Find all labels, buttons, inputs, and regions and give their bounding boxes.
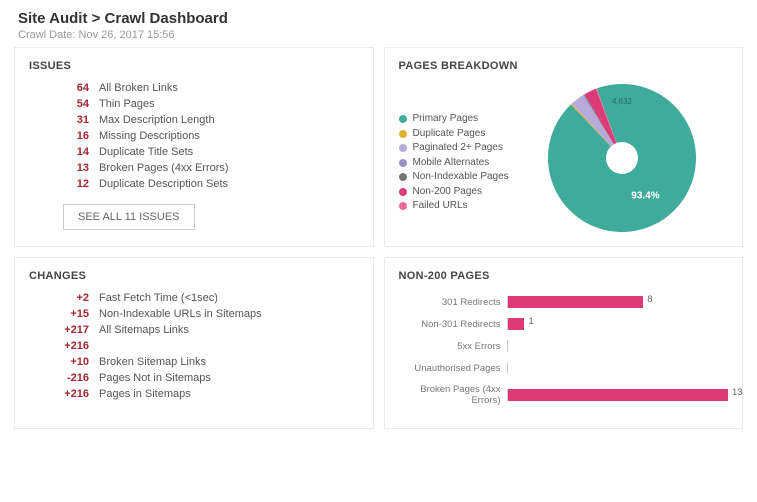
change-row[interactable]: +10 Broken Sitemap Links — [53, 356, 359, 368]
change-row[interactable]: +216 Pages in Sitemaps — [53, 388, 359, 400]
legend-swatch — [399, 188, 407, 196]
bar-row: Broken Pages (4xx Errors)13 — [399, 384, 729, 406]
issue-label: All Broken Links — [99, 82, 178, 94]
issue-row[interactable]: 14 Duplicate Title Sets — [63, 146, 359, 158]
change-label: Fast Fetch Time (<1sec) — [99, 292, 218, 304]
bar-row: Non-301 Redirects1 — [399, 318, 729, 330]
issue-label: Broken Pages (4xx Errors) — [99, 162, 229, 174]
bar-track: 1 — [507, 318, 729, 330]
non200-panel: NON-200 PAGES 301 Redirects8Non-301 Redi… — [384, 257, 744, 429]
legend-label: Duplicate Pages — [413, 127, 486, 142]
legend-label: Mobile Alternates — [413, 156, 490, 171]
issue-count: 54 — [63, 98, 89, 110]
bar-label: 301 Redirects — [399, 297, 507, 308]
donut-top-label: 4,632 — [612, 97, 633, 106]
issue-label: Thin Pages — [99, 98, 155, 110]
issue-count: 12 — [63, 178, 89, 190]
change-delta: +216 — [53, 388, 89, 400]
bar-fill[interactable]: 8 — [508, 296, 644, 308]
issue-count: 13 — [63, 162, 89, 174]
change-delta: +10 — [53, 356, 89, 368]
issue-count: 14 — [63, 146, 89, 158]
issue-count: 64 — [63, 82, 89, 94]
legend-label: Failed URLs — [413, 199, 468, 214]
bar-value: 1 — [528, 316, 533, 327]
issue-row[interactable]: 64 All Broken Links — [63, 82, 359, 94]
change-delta: +217 — [53, 324, 89, 336]
legend-swatch — [399, 144, 407, 152]
change-label: Broken Sitemap Links — [99, 356, 206, 368]
issue-count: 16 — [63, 130, 89, 142]
change-label: Non-Indexable URLs in Sitemaps — [99, 308, 262, 320]
issue-row[interactable]: 12 Duplicate Description Sets — [63, 178, 359, 190]
issue-row[interactable]: 54 Thin Pages — [63, 98, 359, 110]
donut-hole — [606, 142, 638, 174]
legend-swatch — [399, 130, 407, 138]
bar-fill[interactable]: 13 — [508, 389, 729, 401]
issue-row[interactable]: 31 Max Description Length — [63, 114, 359, 126]
bar-label: Unauthorised Pages — [399, 363, 507, 374]
legend-swatch — [399, 159, 407, 167]
issue-label: Duplicate Description Sets — [99, 178, 228, 190]
issue-label: Max Description Length — [99, 114, 215, 126]
donut-slice-pct: 93.4% — [632, 190, 660, 201]
panel-title: PAGES BREAKDOWN — [399, 60, 729, 72]
bar-value: 8 — [647, 294, 652, 305]
legend-swatch — [399, 202, 407, 210]
panel-title: CHANGES — [29, 270, 359, 282]
bar-row: 5xx Errors — [399, 340, 729, 352]
change-row[interactable]: +15 Non-Indexable URLs in Sitemaps — [53, 308, 359, 320]
legend-label: Primary Pages — [413, 112, 479, 127]
legend-item: Mobile Alternates — [399, 156, 509, 171]
issue-label: Missing Descriptions — [99, 130, 200, 142]
change-row[interactable]: +2 Fast Fetch Time (<1sec) — [53, 292, 359, 304]
change-delta: +2 — [53, 292, 89, 304]
bar-track — [507, 340, 729, 352]
changes-panel: CHANGES +2 Fast Fetch Time (<1sec) +15 Non-… — [14, 257, 374, 429]
legend-label: Paginated 2+ Pages — [413, 141, 503, 156]
issue-count: 31 — [63, 114, 89, 126]
change-delta: +15 — [53, 308, 89, 320]
legend-swatch — [399, 173, 407, 181]
change-delta: -216 — [53, 372, 89, 384]
change-label: Pages Not in Sitemaps — [99, 372, 211, 384]
change-row[interactable]: +217 All Sitemaps Links — [53, 324, 359, 336]
bar-label: 5xx Errors — [399, 341, 507, 352]
change-row[interactable]: -216 Pages Not in Sitemaps — [53, 372, 359, 384]
bar-row: Unauthorised Pages — [399, 362, 729, 374]
change-label: All Sitemaps Links — [99, 324, 189, 336]
legend-item: Duplicate Pages — [399, 127, 509, 142]
bar-track — [507, 362, 729, 374]
legend-item: Failed URLs — [399, 199, 509, 214]
bar-row: 301 Redirects8 — [399, 296, 729, 308]
bar-value: 13 — [732, 387, 743, 398]
change-delta: +216 — [53, 340, 89, 352]
issue-row[interactable]: 16 Missing Descriptions — [63, 130, 359, 142]
change-label: Pages in Sitemaps — [99, 388, 191, 400]
breadcrumb: Site Audit > Crawl Dashboard — [18, 10, 739, 27]
pages-donut-chart: 93.4% 4,632 — [546, 82, 698, 234]
bar-label: Non-301 Redirects — [399, 319, 507, 330]
panel-title: ISSUES — [29, 60, 359, 72]
bar-track: 13 — [507, 389, 729, 401]
legend-item: Primary Pages — [399, 112, 509, 127]
see-all-issues-button[interactable]: SEE ALL 11 ISSUES — [63, 204, 195, 230]
legend-item: Non-200 Pages — [399, 185, 509, 200]
legend-label: Non-200 Pages — [413, 185, 483, 200]
crawl-date: Crawl Date: Nov 26, 2017 15:56 — [18, 29, 739, 41]
panel-title: NON-200 PAGES — [399, 270, 729, 282]
legend-swatch — [399, 115, 407, 123]
bar-fill[interactable]: 1 — [508, 318, 525, 330]
issue-row[interactable]: 13 Broken Pages (4xx Errors) — [63, 162, 359, 174]
bar-label: Broken Pages (4xx Errors) — [399, 384, 507, 406]
legend-item: Paginated 2+ Pages — [399, 141, 509, 156]
issue-label: Duplicate Title Sets — [99, 146, 193, 158]
change-row[interactable]: +216 — [53, 340, 359, 352]
legend-item: Non-Indexable Pages — [399, 170, 509, 185]
legend-label: Non-Indexable Pages — [413, 170, 509, 185]
bar-track: 8 — [507, 296, 729, 308]
issues-panel: ISSUES 64 All Broken Links 54 Thin Pages 31 M… — [14, 47, 374, 247]
pages-breakdown-panel: PAGES BREAKDOWN Primary PagesDuplicate P… — [384, 47, 744, 247]
